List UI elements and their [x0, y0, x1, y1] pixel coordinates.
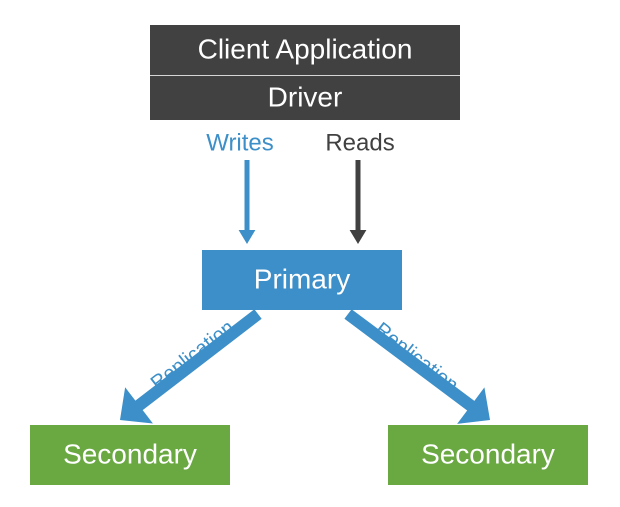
primary-node: Primary	[202, 250, 402, 310]
secondary_right-node: Secondary	[388, 425, 588, 485]
reads-arrow	[350, 160, 367, 244]
secondary_left-node: Secondary	[30, 425, 230, 485]
writes-label: Writes	[206, 129, 274, 156]
writes-arrow	[239, 160, 256, 244]
client-node: Client Application	[150, 25, 460, 75]
primary-label: Primary	[254, 263, 350, 294]
client-label: Client Application	[198, 33, 413, 64]
driver-label: Driver	[268, 81, 343, 112]
secondary_right-label: Secondary	[421, 438, 555, 469]
reads-label: Reads	[325, 129, 394, 156]
secondary_left-label: Secondary	[63, 438, 197, 469]
driver-node: Driver	[150, 76, 460, 120]
replication_left-label: Replication	[147, 316, 239, 394]
replication_right-label: Replication	[371, 318, 463, 396]
